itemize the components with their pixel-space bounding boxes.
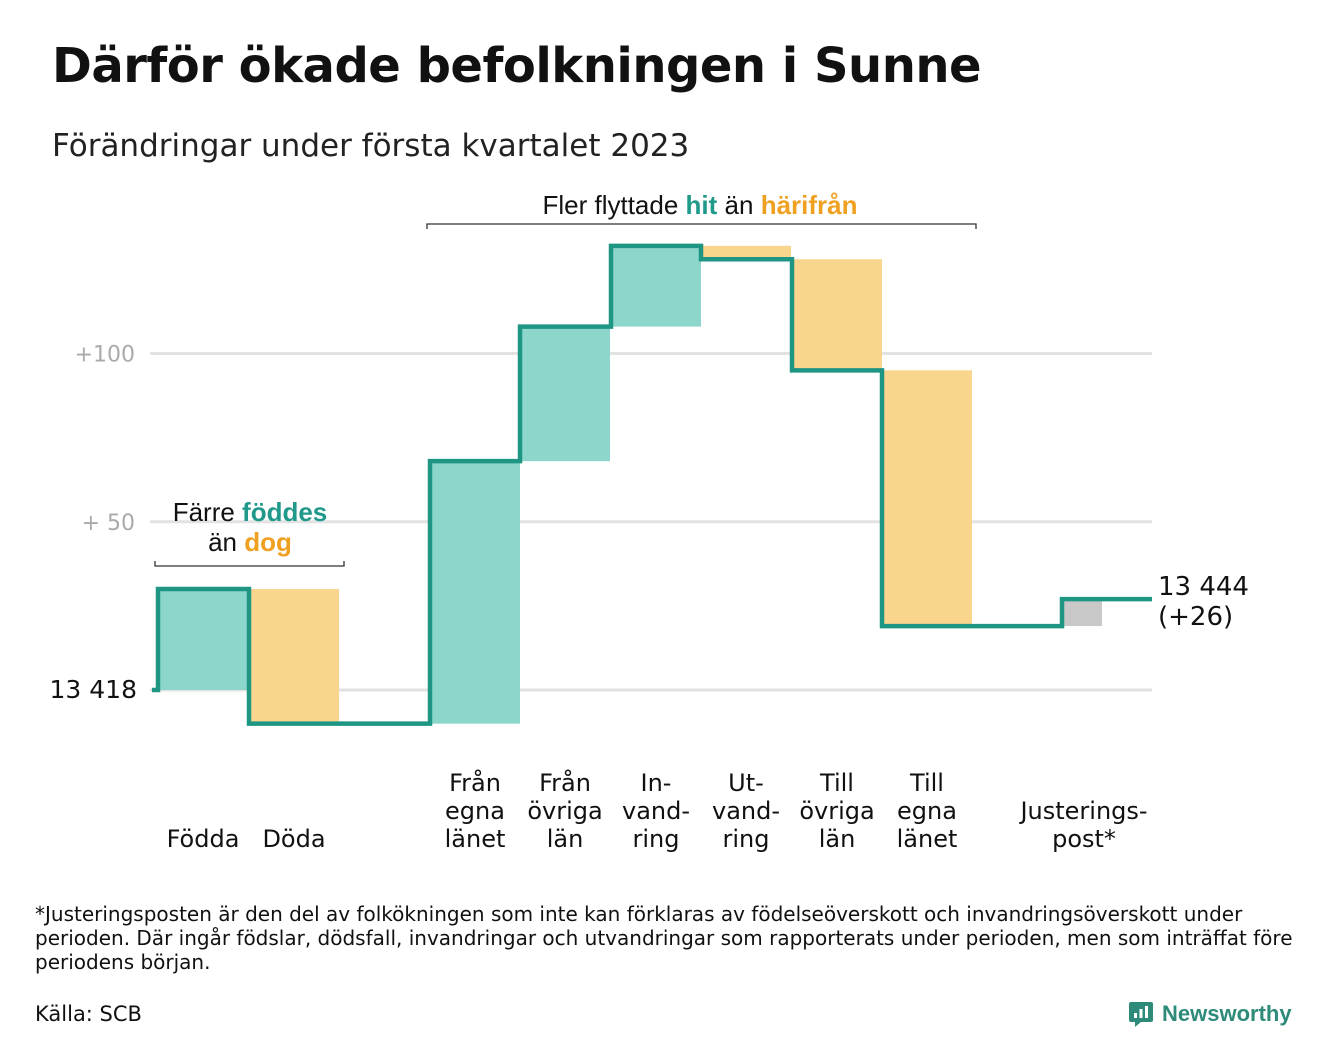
waterfall-bar-decrease xyxy=(249,589,339,724)
y-tick-label: +100 xyxy=(75,343,135,368)
category-label: Födda xyxy=(167,825,240,853)
category-label: övriga xyxy=(799,797,874,825)
category-label: Justerings- xyxy=(1018,797,1147,825)
category-label: övriga xyxy=(527,797,602,825)
category-label: vand- xyxy=(712,797,780,825)
brand-logo[interactable]: Newsworthy xyxy=(1128,998,1292,1030)
category-label: Till xyxy=(909,769,944,797)
source-label: Källa: SCB xyxy=(35,1002,142,1026)
category-label: Ut- xyxy=(728,769,764,797)
category-label: vand- xyxy=(622,797,690,825)
cumulative-step-line xyxy=(152,243,1152,726)
annotation-bracket xyxy=(426,223,977,229)
category-label: Döda xyxy=(262,825,325,853)
category-label: länet xyxy=(897,825,958,853)
chart-subtitle: Förändringar under första kvartalet 2023 xyxy=(52,128,690,164)
category-label: egna xyxy=(897,797,957,825)
waterfall-bar-decrease xyxy=(792,259,882,371)
annotation-migration: Fler flyttade hit än härifrån xyxy=(542,190,857,220)
waterfall-bar-decrease xyxy=(701,245,791,260)
category-label: länet xyxy=(445,825,506,853)
category-label: egna xyxy=(445,797,505,825)
category-label: ring xyxy=(723,825,770,853)
waterfall-bar-decrease xyxy=(882,370,972,627)
waterfall-bar-increase xyxy=(430,461,520,724)
category-label: ring xyxy=(633,825,680,853)
category-label: Från xyxy=(539,768,591,797)
annotation-births-deaths-line1: Färre föddes xyxy=(173,497,328,527)
cumulative-line xyxy=(152,243,1152,726)
waterfall-bar-adjustment xyxy=(1062,599,1102,627)
annotation-births-deaths-line2: än dog xyxy=(208,527,292,557)
chart-title: Därför ökade befolkningen i Sunne xyxy=(52,38,982,94)
y-tick-label: + 50 xyxy=(82,511,135,536)
category-label: Till xyxy=(819,769,854,797)
category-label: In- xyxy=(641,769,672,797)
category-label: län xyxy=(547,825,584,853)
waterfall-bar-increase xyxy=(158,589,248,690)
brand-name: Newsworthy xyxy=(1162,1001,1292,1026)
category-label: län xyxy=(819,825,856,853)
end-value-label: (+26) xyxy=(1158,602,1233,632)
waterfall-bar-increase xyxy=(520,326,610,462)
waterfall-bar-increase xyxy=(611,245,701,327)
newsworthy-logo-icon xyxy=(1129,1002,1153,1027)
annotation-bracket xyxy=(154,561,345,567)
category-label: Från xyxy=(449,768,501,797)
end-value-label: 13 444 xyxy=(1158,572,1249,602)
start-value-label: 13 418 xyxy=(50,675,137,704)
footnote: *Justeringsposten är den del av folkökni… xyxy=(35,902,1293,974)
bars xyxy=(158,245,1102,724)
category-label: post* xyxy=(1052,825,1116,853)
